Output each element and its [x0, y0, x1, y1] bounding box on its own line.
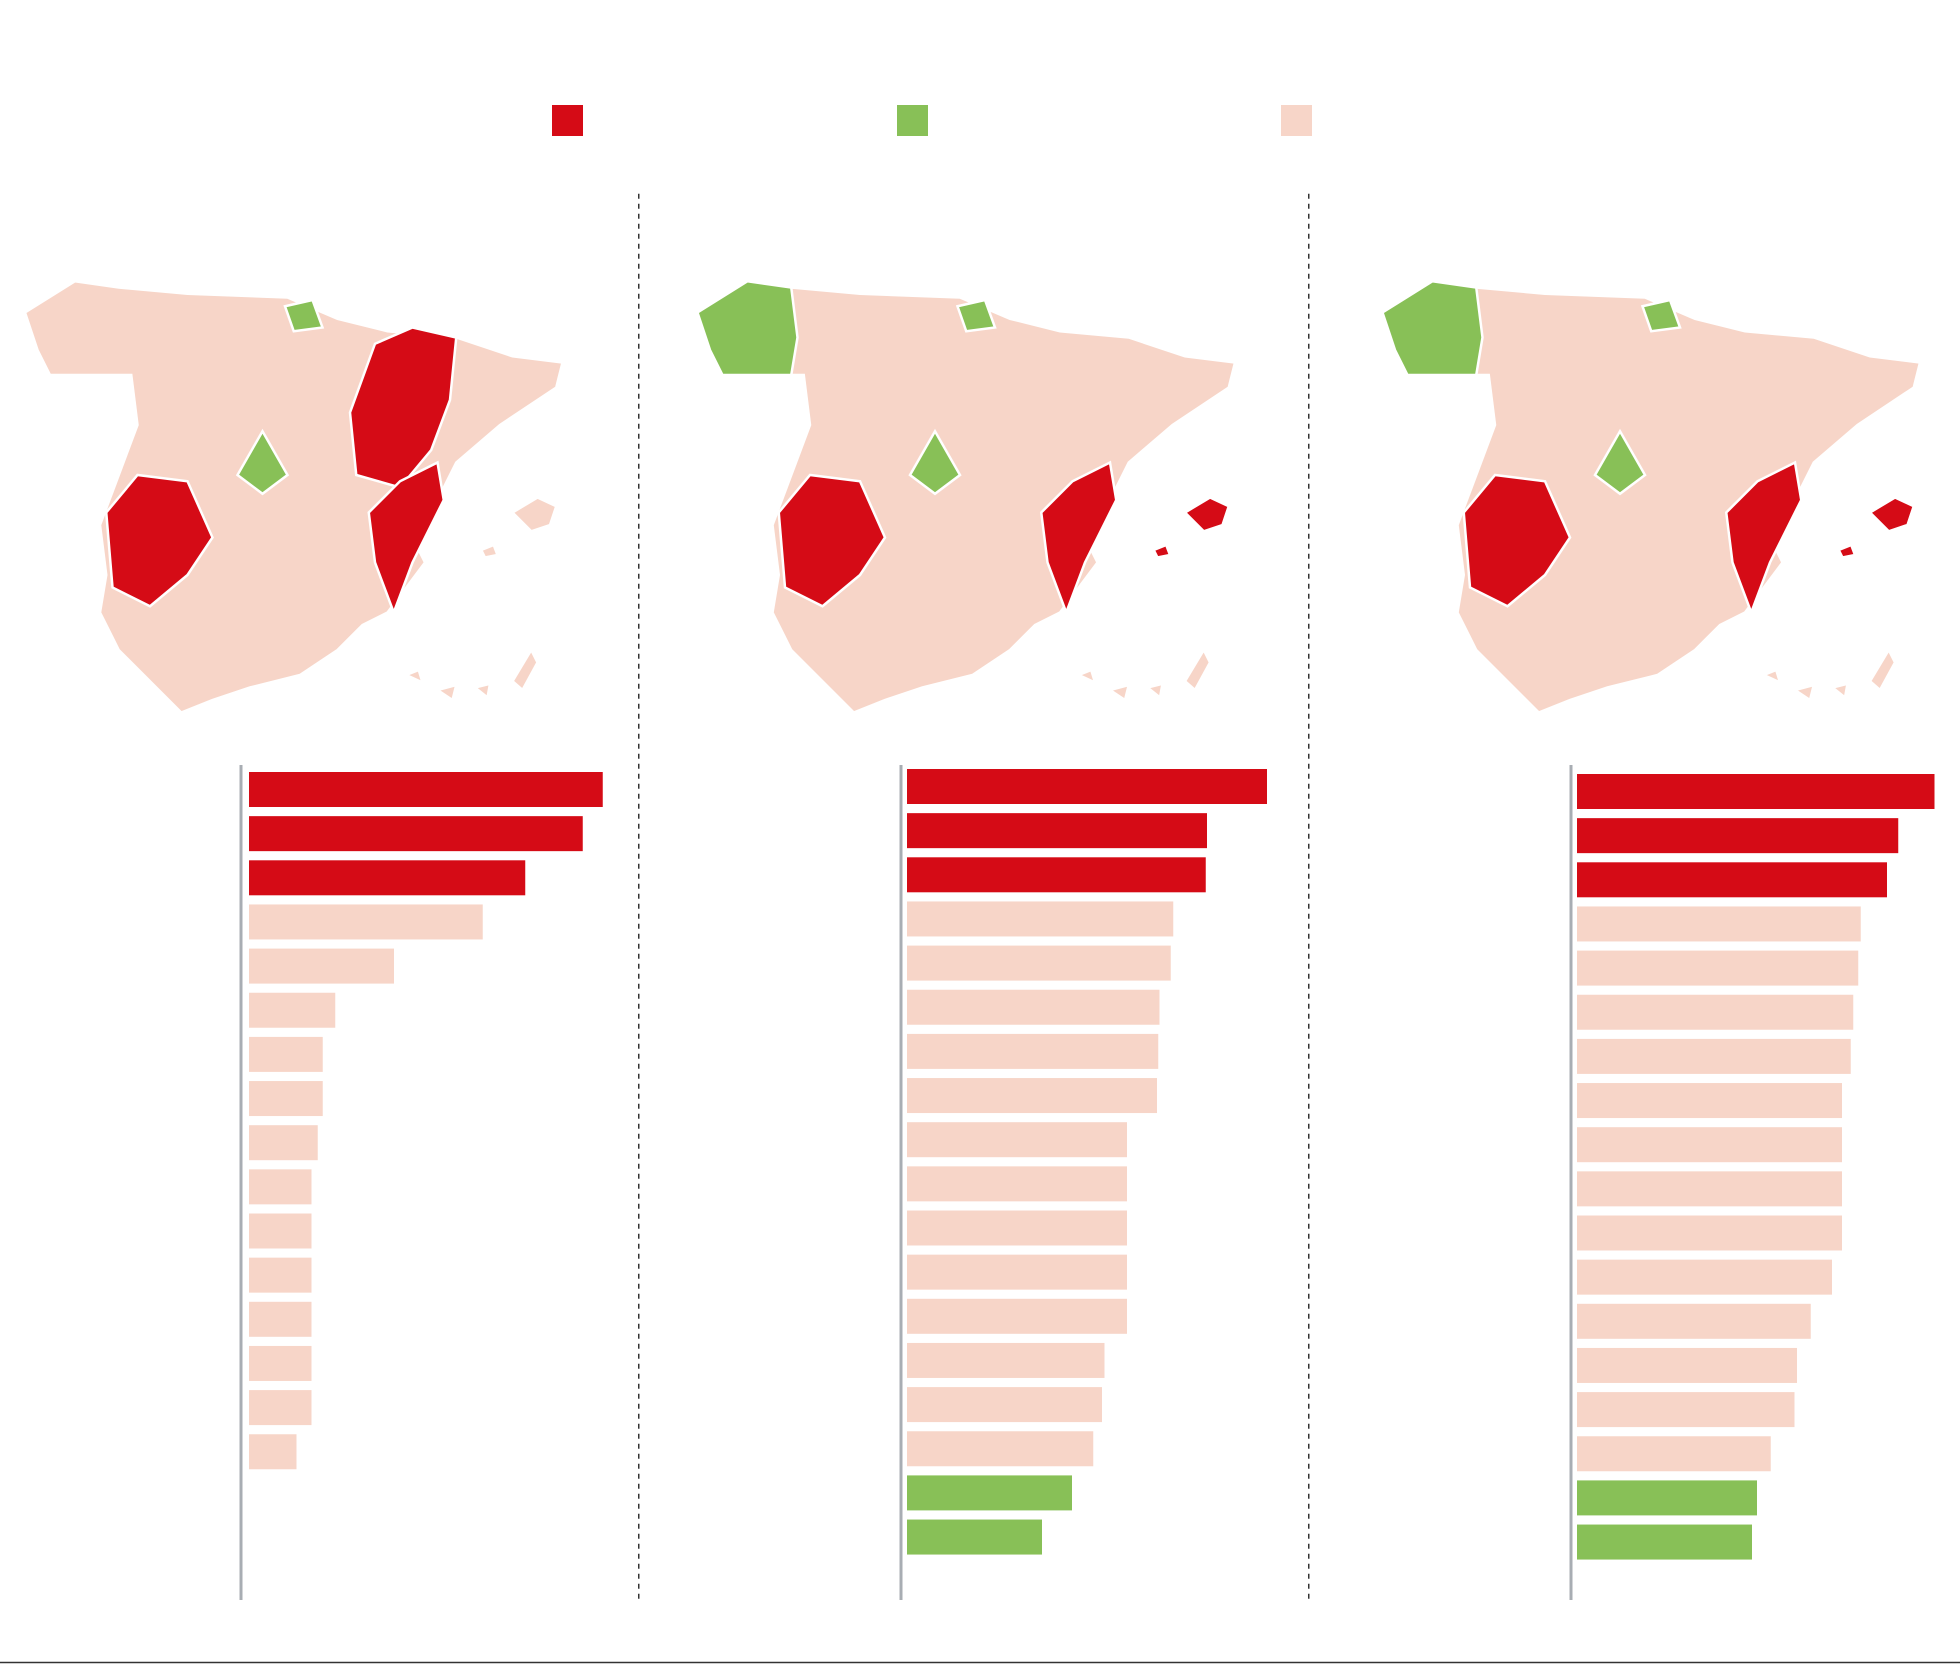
- bar: [1577, 1171, 1842, 1207]
- legend-swatch: [1281, 105, 1312, 136]
- bar: [1577, 1127, 1842, 1163]
- bar: [1577, 818, 1899, 854]
- bar: [1577, 862, 1887, 898]
- bar: [1577, 1436, 1771, 1472]
- bar: [249, 948, 394, 984]
- bar: [907, 1298, 1127, 1334]
- bar: [907, 769, 1267, 804]
- bar: [907, 989, 1160, 1025]
- bar: [249, 816, 583, 852]
- bar: [1577, 1524, 1752, 1560]
- bar: [249, 904, 483, 940]
- bar: [249, 1390, 312, 1426]
- bar: [249, 1257, 312, 1293]
- bar: [1577, 1083, 1842, 1119]
- bar: [907, 813, 1207, 849]
- bar: [249, 772, 603, 807]
- map: [696, 280, 1237, 714]
- bar: [249, 860, 526, 896]
- bar: [249, 1301, 312, 1337]
- bar: [249, 1036, 323, 1072]
- bar: [1577, 1215, 1842, 1251]
- bar: [907, 1431, 1094, 1467]
- bar: [907, 1475, 1072, 1511]
- maps: [0, 193, 1960, 1664]
- bar: [907, 1519, 1042, 1555]
- bar: [907, 1078, 1157, 1114]
- bar: [1577, 1038, 1851, 1074]
- map: [1381, 280, 1922, 714]
- bar: [1577, 1347, 1797, 1383]
- bar: [907, 857, 1206, 893]
- bar: [249, 1169, 312, 1205]
- legend-swatch: [552, 105, 583, 136]
- bar: [1577, 1303, 1811, 1339]
- bar: [249, 992, 336, 1028]
- bar: [907, 1033, 1159, 1069]
- bar: [907, 945, 1171, 981]
- legend-swatch: [897, 105, 928, 136]
- bar: [249, 1125, 318, 1161]
- bar: [249, 1434, 297, 1470]
- bar: [249, 1213, 312, 1249]
- bar: [1577, 1259, 1832, 1295]
- bar: [1577, 1392, 1795, 1428]
- map: [23, 280, 564, 714]
- bar: [907, 1122, 1127, 1158]
- bar: [1577, 774, 1935, 809]
- bar: [249, 1081, 323, 1117]
- bar: [907, 1342, 1105, 1378]
- bar: [249, 1345, 312, 1381]
- bar: [907, 1387, 1102, 1423]
- bar: [907, 1210, 1127, 1246]
- bar: [907, 901, 1174, 937]
- bar: [1577, 1480, 1757, 1516]
- bar: [1577, 906, 1861, 942]
- bar: [1577, 950, 1859, 986]
- bar: [1577, 994, 1854, 1030]
- bar: [907, 1166, 1127, 1202]
- bar: [907, 1254, 1127, 1290]
